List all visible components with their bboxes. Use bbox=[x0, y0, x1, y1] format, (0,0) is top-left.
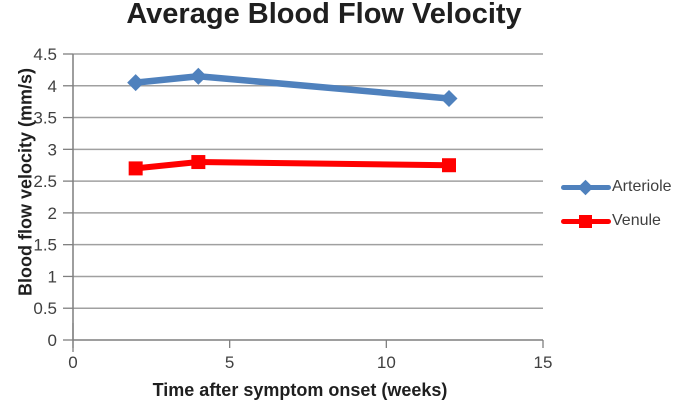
y-tick-label: 0.5 bbox=[33, 299, 57, 318]
y-tick-label: 2 bbox=[48, 204, 57, 223]
legend-entry-arteriole: Arteriole bbox=[561, 178, 672, 196]
diamond-marker-icon bbox=[577, 179, 594, 195]
venule-data-point bbox=[442, 158, 456, 173]
chart-title: Average Blood Flow Velocity bbox=[126, 0, 522, 30]
venule-data-point bbox=[128, 161, 143, 176]
venule-data-point bbox=[191, 155, 206, 170]
legend-label-venule: Venule bbox=[612, 212, 661, 229]
arteriole-data-point bbox=[127, 74, 145, 92]
arteriole-series-marker-icon bbox=[561, 179, 611, 196]
y-axis-title: Blood flow velocity (mm/s) bbox=[15, 67, 36, 297]
x-axis-title: Time after symptom onset (weeks) bbox=[152, 380, 448, 400]
x-tick-label: 5 bbox=[225, 353, 234, 372]
y-tick-label: 4 bbox=[48, 77, 57, 96]
square-marker-icon bbox=[579, 214, 592, 228]
arteriole-data-point bbox=[440, 89, 458, 107]
x-tick-label: 0 bbox=[68, 353, 77, 372]
y-tick-label: 0 bbox=[48, 331, 57, 350]
x-tick-label: 10 bbox=[377, 353, 396, 372]
arteriole-data-point bbox=[189, 67, 207, 85]
venule-series-marker-icon bbox=[561, 213, 611, 230]
y-tick-label: 4.5 bbox=[33, 45, 57, 64]
legend-entry-venule: Venule bbox=[561, 212, 661, 230]
y-tick-label: 2.5 bbox=[33, 172, 57, 191]
arteriole-series-line bbox=[132, 72, 453, 102]
venule-series-line bbox=[132, 159, 452, 172]
y-tick-label: 1.5 bbox=[33, 236, 57, 255]
legend-label-arteriole: Arteriole bbox=[612, 178, 672, 195]
x-tick-label: 15 bbox=[534, 353, 553, 372]
y-tick-label: 3.5 bbox=[33, 109, 57, 128]
y-tick-label: 3 bbox=[48, 140, 57, 159]
y-tick-label: 1 bbox=[48, 267, 57, 286]
